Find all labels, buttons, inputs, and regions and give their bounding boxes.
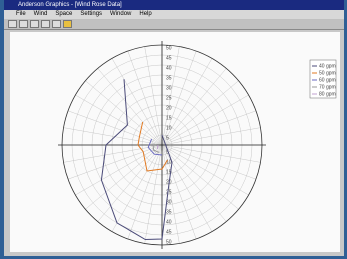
r-tick-label: 50 xyxy=(166,239,172,245)
r-tick-label: 5 xyxy=(166,135,169,141)
r-tick-label: 45 xyxy=(166,229,172,235)
r-tick-label: 45 xyxy=(166,55,172,61)
legend-label: 40 gpm xyxy=(319,63,336,69)
r-tick-label: 40 xyxy=(166,219,172,225)
legend-label: 60 gpm xyxy=(319,77,336,83)
r-tick-label: 50 xyxy=(166,45,172,51)
menu-item[interactable]: Wind xyxy=(34,10,48,19)
menu-item[interactable]: File xyxy=(16,10,26,19)
legend-label: 50 gpm xyxy=(319,70,336,76)
screen: Anderson Graphics - [Wind Rose Data] Fil… xyxy=(0,0,347,259)
tool-button[interactable] xyxy=(19,20,28,28)
r-tick-label: 20 xyxy=(166,105,172,111)
tool-button[interactable] xyxy=(41,20,50,28)
r-tick-label: 15 xyxy=(166,115,172,121)
menu-item[interactable]: Settings xyxy=(80,10,102,19)
tool-button[interactable] xyxy=(30,20,39,28)
r-tick-label: 25 xyxy=(166,95,172,101)
r-tick-label: 25 xyxy=(166,189,172,195)
series-line xyxy=(157,145,158,149)
toolbar xyxy=(4,19,344,30)
title-bar: Anderson Graphics - [Wind Rose Data] xyxy=(4,0,344,10)
tool-button[interactable] xyxy=(8,20,17,28)
menu-item[interactable]: Window xyxy=(110,10,131,19)
legend-label: 70 gpm xyxy=(319,84,336,90)
menu-item[interactable]: Space xyxy=(55,10,72,19)
r-tick-label: 35 xyxy=(166,75,172,81)
r-tick-label: 30 xyxy=(166,85,172,91)
tool-button[interactable] xyxy=(63,20,72,28)
app-window: Anderson Graphics - [Wind Rose Data] Fil… xyxy=(4,0,344,256)
tool-button[interactable] xyxy=(52,20,61,28)
chart: 5510101515202025253030353540404545505040… xyxy=(10,32,340,252)
r-tick-label: 35 xyxy=(166,209,172,215)
r-tick-label: 40 xyxy=(166,65,172,71)
r-tick-label: 10 xyxy=(166,125,172,131)
legend-label: 80 gpm xyxy=(319,91,336,97)
menu-bar: File Wind Space Settings Window Help xyxy=(4,10,344,19)
menu-item[interactable]: Help xyxy=(139,10,151,19)
